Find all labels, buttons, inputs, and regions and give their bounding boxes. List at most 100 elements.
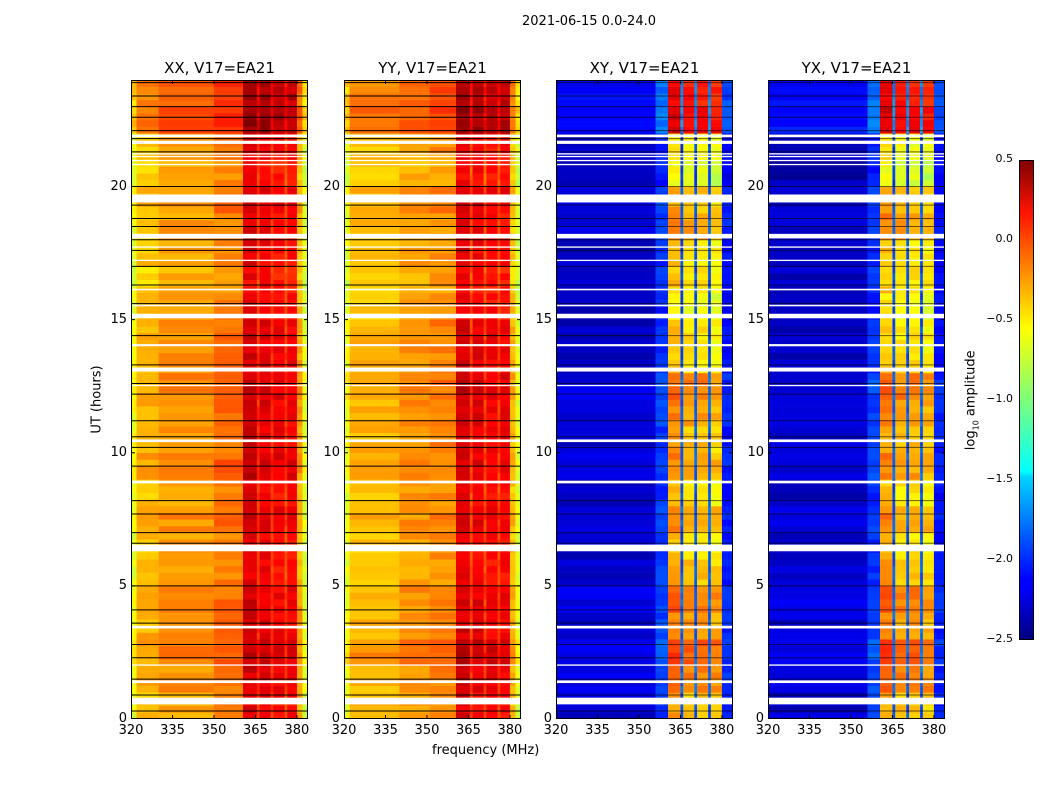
heatmap-cell [892, 392, 896, 400]
heatmap-cell [287, 326, 298, 334]
heatmap-cell [680, 226, 684, 234]
heatmap-cell [909, 539, 921, 547]
heatmap-cell [721, 452, 733, 460]
heatmap-cell [259, 319, 271, 327]
heatmap-cell [270, 619, 274, 627]
heatmap-cell [556, 559, 656, 567]
flagged-time-band [768, 680, 945, 684]
heatmap-cell [486, 166, 498, 174]
heatmap-cell [273, 146, 285, 154]
heatmap-cell [892, 352, 896, 360]
flagged-time-band [556, 153, 733, 155]
heatmap-cell [655, 199, 669, 207]
heatmap-cell [287, 712, 298, 719]
heatmap-cell [483, 579, 487, 587]
heatmap-cell [880, 446, 893, 454]
y-tick-label: 20 [323, 178, 340, 194]
heatmap-cell [349, 565, 400, 573]
heatmap-cell [655, 712, 669, 719]
flagged-time-band [344, 439, 521, 443]
flagged-time-band [768, 233, 945, 239]
heatmap-cell [721, 199, 733, 207]
heatmap-cell [136, 399, 159, 407]
heatmap-cell [500, 446, 511, 454]
heatmap-cell [243, 259, 258, 267]
heatmap-cell [655, 619, 669, 627]
heatmap-cell [920, 379, 924, 387]
heatmap-cell [697, 239, 709, 247]
heatmap-cell [399, 705, 431, 713]
heatmap-cell [680, 439, 684, 447]
flagged-time-band [768, 155, 945, 158]
heatmap-cell [655, 332, 669, 340]
heatmap-cell [287, 432, 298, 440]
heatmap-cell [136, 119, 159, 127]
heatmap-cell [472, 672, 484, 680]
heatmap-cell [131, 459, 137, 467]
heatmap-cell [259, 99, 271, 107]
heatmap-cell [399, 519, 431, 527]
heatmap-cell [909, 219, 921, 227]
heatmap-cell [708, 625, 712, 633]
heatmap-cell [500, 113, 511, 121]
heatmap-cell [497, 239, 501, 247]
heatmap-cell [880, 612, 893, 620]
heatmap-cell [515, 319, 521, 327]
heatmap-cell [509, 565, 516, 573]
heatmap-cell [867, 499, 881, 507]
flagged-time-band [768, 134, 945, 138]
heatmap-cell [880, 525, 893, 533]
heatmap-cell [399, 399, 431, 407]
heatmap-cell [213, 565, 244, 573]
heatmap-cell [256, 632, 260, 640]
heatmap-cell [273, 246, 285, 254]
heatmap-cell [880, 426, 893, 434]
heatmap-cell [721, 253, 733, 261]
heatmap-cell [399, 93, 431, 101]
heatmap-cell [895, 99, 907, 107]
heatmap-cell [213, 585, 244, 593]
heatmap-cell [655, 506, 669, 513]
heatmap-cell [680, 113, 684, 121]
heatmap-cell [349, 452, 400, 460]
heatmap-cell [259, 665, 271, 673]
heatmap-cell [668, 512, 681, 520]
heatmap-cell [668, 299, 681, 307]
heatmap-cell [880, 159, 893, 167]
heatmap-cell [922, 119, 935, 127]
heatmap-cell [509, 352, 516, 360]
heatmap-cell [655, 86, 669, 94]
heatmap-cell [509, 559, 516, 567]
heatmap-cell [880, 619, 893, 627]
heatmap-cell [867, 166, 881, 174]
heatmap-cell [710, 459, 723, 467]
heatmap-cell [710, 332, 723, 340]
heatmap-cell [694, 253, 698, 261]
heatmap-cell [694, 219, 698, 227]
heatmap-cell [270, 119, 274, 127]
heatmap-cell [158, 226, 215, 234]
heatmap-cell [867, 605, 881, 613]
heatmap-cell [909, 166, 921, 174]
heatmap-cell [136, 705, 159, 713]
heatmap-cell [213, 685, 244, 693]
heatmap-cell [892, 279, 896, 287]
heatmap-cell [697, 652, 709, 660]
heatmap-cell [296, 306, 303, 314]
heatmap-cell [472, 605, 484, 613]
heatmap-cell [131, 166, 137, 174]
heatmap-cell [768, 512, 868, 520]
heatmap-cell [721, 119, 733, 127]
heatmap-cell [668, 359, 681, 367]
heatmap-cell [920, 512, 924, 520]
heatmap-cell [933, 645, 945, 653]
heatmap-cell [500, 452, 511, 460]
heatmap-cell [270, 306, 274, 314]
heatmap-cell [399, 685, 431, 693]
heatmap-cell [683, 392, 695, 400]
heatmap-cell [680, 206, 684, 214]
heatmap-cell [469, 552, 473, 560]
heatmap-cell [497, 253, 501, 261]
heatmap-cell [469, 432, 473, 440]
heatmap-cell [349, 346, 400, 354]
